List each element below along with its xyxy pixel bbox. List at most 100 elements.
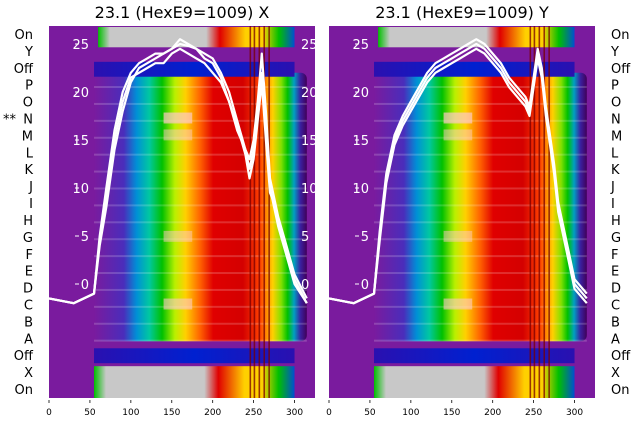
heatmap-row-stripe [374, 272, 587, 275]
heatmap-vertical-stripe [268, 26, 270, 398]
heatmap-row-stripe [374, 238, 587, 241]
y-tick-label: 5 [361, 230, 369, 245]
row-label-l: L [611, 146, 619, 161]
heatmap-row-stripe [374, 102, 587, 105]
y-tick-label-right: 20 [301, 86, 318, 101]
heatmap-highlight [163, 112, 193, 124]
heatmap-row-stripe [374, 119, 587, 122]
row-label-g: G [611, 231, 621, 246]
chart-title: 23.1 (HexE9=1009) X [95, 3, 270, 22]
heatmap-vertical-stripe [538, 26, 541, 398]
heatmap-vertical-stripe [533, 26, 536, 398]
heatmap-highlight [163, 230, 193, 242]
heatmap-row-stripe [94, 204, 307, 207]
row-label-on: On [15, 28, 33, 43]
heatmap-vertical-stripe [529, 26, 532, 398]
heatmap-row-stripe [374, 86, 587, 89]
row-label-a: A [24, 332, 33, 347]
heatmap-row-stripe [374, 288, 587, 291]
heatmap-vertical-stripe [258, 26, 261, 398]
row-label-l: L [26, 146, 34, 161]
row-label-f: F [611, 248, 618, 263]
row-label-off: Off [611, 62, 631, 77]
row-label-b: B [24, 315, 33, 330]
heatmap-top-band [378, 27, 575, 48]
row-label-on: On [611, 28, 629, 43]
heatmap-row-stripe [374, 153, 587, 156]
x-tick-label: 300 [566, 408, 583, 418]
heatmap-row-stripe [94, 339, 307, 342]
row-label-m: M [611, 129, 622, 144]
y-tick-label: 20 [72, 86, 89, 101]
heatmap-row-stripe [94, 187, 307, 190]
heatmap-row-stripe [374, 136, 587, 139]
heatmap-top-band [98, 27, 295, 48]
heatmap-row-stripe [374, 322, 587, 325]
row-label-h: H [23, 214, 33, 229]
heatmap-row-stripe [374, 187, 587, 190]
row-marker: ** [3, 113, 17, 128]
heatmap-vertical-stripe [263, 26, 266, 398]
row-label-x: X [611, 366, 620, 381]
profile-line-2 [328, 38, 588, 305]
y-tick-label: 10 [72, 182, 89, 197]
heatmap-row-stripe [374, 170, 587, 173]
profile-line-3 [48, 47, 308, 305]
x-tick-label: 250 [525, 408, 542, 418]
row-label-k: K [611, 163, 620, 178]
heatmap-row-stripe [374, 221, 587, 224]
y-tick-label-right: 0 [301, 278, 309, 293]
row-label-y: Y [24, 45, 33, 60]
row-label-e: E [25, 265, 33, 280]
x-tick-label: 250 [245, 408, 262, 418]
row-label-b: B [611, 315, 620, 330]
row-label-g: G [23, 231, 33, 246]
y-tick-label: 20 [352, 86, 369, 101]
heatmap-row-stripe [374, 305, 587, 308]
row-label-n: N [23, 113, 33, 128]
heatmap-bottom-band [374, 366, 575, 398]
x-tick-label: 100 [122, 408, 139, 418]
row-label-p: P [25, 79, 33, 94]
heatmap-row-stripe [94, 170, 307, 173]
heatmap-row-stripe [94, 102, 307, 105]
y-tick-label-right: 5 [301, 230, 309, 245]
heatmap-row-stripe [94, 153, 307, 156]
y-tick-label: 10 [352, 182, 369, 197]
row-label-on: On [611, 383, 629, 398]
row-label-p: P [611, 79, 619, 94]
heatmap-off-band-top [374, 61, 575, 77]
heatmap-row-stripe [94, 272, 307, 275]
profile-line-3 [328, 47, 588, 305]
row-label-c: C [611, 299, 620, 314]
row-label-c: C [24, 299, 33, 314]
heatmap-row-stripe [94, 119, 307, 122]
heatmap-row-stripe [94, 136, 307, 139]
row-label-off: Off [611, 349, 631, 364]
heatmap-highlight [163, 298, 193, 310]
heatmap-row-stripe [94, 238, 307, 241]
row-label-k: K [24, 163, 33, 178]
x-tick-label: 150 [163, 408, 180, 418]
row-label-x: X [24, 366, 33, 381]
x-tick-label: 50 [364, 408, 376, 418]
heatmap-highlight [443, 298, 473, 310]
heatmap-highlight [163, 129, 193, 141]
y-tick-label-right: 25 [301, 38, 318, 53]
x-tick-label: 0 [326, 408, 332, 418]
heatmap-highlight [443, 129, 473, 141]
heatmap-vertical-stripe [548, 26, 550, 398]
row-label-d: D [23, 282, 33, 297]
row-label-i: I [29, 197, 33, 212]
y-tick-label-right: 10 [301, 182, 318, 197]
row-label-i: I [611, 197, 615, 212]
heatmap-row-stripe [94, 288, 307, 291]
heatmap-vertical-stripe [249, 26, 252, 398]
y-tick-label: 0 [81, 278, 89, 293]
row-label-h: H [611, 214, 621, 229]
heatmap-highlight [443, 112, 473, 124]
heatmap-highlight [443, 230, 473, 242]
heatmap-vertical-stripe [543, 26, 546, 398]
